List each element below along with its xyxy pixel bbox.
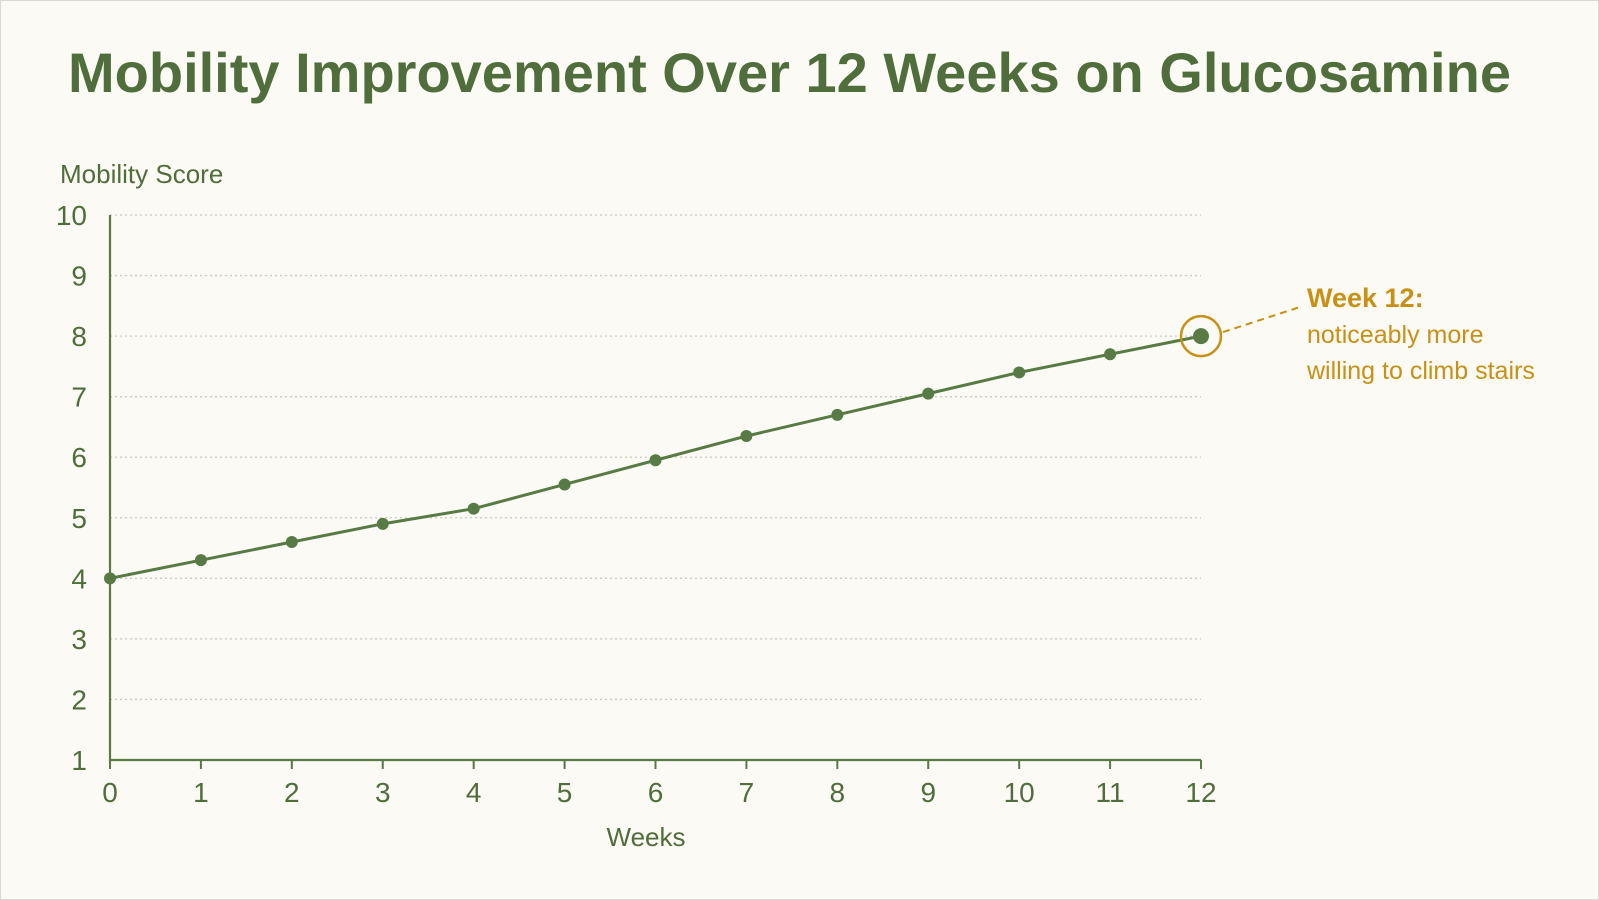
gridlines (110, 214, 1201, 701)
data-point (1104, 348, 1117, 361)
axes (108, 215, 1201, 762)
data-points (104, 328, 1209, 585)
y-axis-label: Mobility Score (60, 159, 223, 189)
annotation-leader-line (1222, 306, 1301, 334)
data-point (558, 478, 571, 491)
data-point (285, 536, 298, 548)
y-axis-ticks: 1 2 3 4 5 6 7 8 9 10 (56, 200, 87, 776)
x-tick-label: 2 (284, 777, 300, 808)
annotation-text-line-1: noticeably more (1307, 321, 1483, 349)
y-tick-label: 1 (71, 745, 87, 776)
y-tick-label: 3 (71, 624, 87, 655)
data-point (194, 554, 207, 567)
data-point (104, 572, 116, 585)
data-point (831, 408, 844, 421)
y-tick-label: 8 (71, 321, 87, 352)
data-point (922, 387, 935, 400)
annotation-title: Week 12: (1307, 283, 1424, 313)
x-tick-label: 1 (193, 777, 209, 808)
data-point (467, 502, 480, 515)
x-tick-label: 8 (830, 777, 846, 808)
x-tick-label: 7 (739, 777, 755, 808)
x-tick-label: 3 (375, 777, 391, 808)
x-tick-label: 10 (1004, 777, 1035, 808)
annotation-week-12: Week 12: noticeably more willing to clim… (1179, 283, 1535, 385)
annotation-text-line-2: willing to climb stairs (1306, 357, 1535, 385)
y-tick-label: 6 (71, 442, 87, 473)
x-tick-label: 12 (1185, 777, 1216, 808)
y-tick-label: 7 (71, 382, 87, 413)
x-axis-label: Weeks (607, 822, 686, 852)
x-tick-label: 0 (102, 777, 118, 808)
y-tick-label: 5 (71, 503, 87, 534)
data-point (1193, 328, 1209, 345)
y-tick-label: 2 (71, 684, 87, 715)
x-tick-label: 4 (466, 777, 482, 808)
x-tick-label: 9 (920, 777, 936, 808)
highlight-ring (1179, 314, 1223, 358)
x-tick-label: 6 (648, 777, 664, 808)
y-tick-label: 10 (56, 200, 87, 231)
y-tick-label: 4 (71, 563, 87, 594)
x-tick-label: 11 (1096, 777, 1125, 808)
data-point (649, 454, 662, 467)
x-tick-label: 5 (557, 777, 573, 808)
chart-title: Mobility Improvement Over 12 Weeks on Gl… (68, 41, 1511, 104)
data-point (740, 430, 753, 443)
x-axis-ticks: 0 1 2 3 4 5 6 7 8 9 10 11 12 (102, 760, 1217, 808)
data-point (1013, 366, 1026, 379)
y-tick-label: 9 (71, 261, 87, 292)
data-point (376, 517, 389, 530)
